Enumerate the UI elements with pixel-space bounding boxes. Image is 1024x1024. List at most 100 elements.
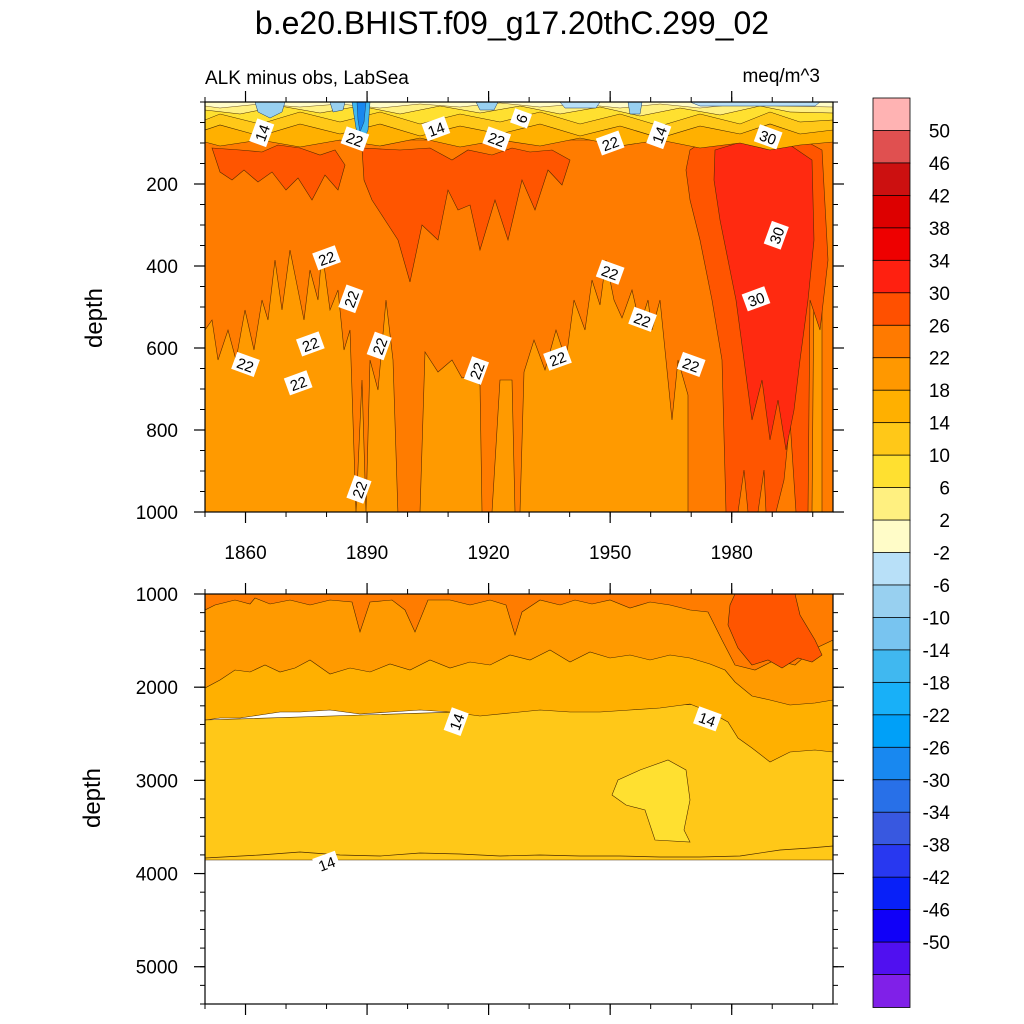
colorbar-label: -42 — [923, 868, 950, 889]
colorbar-label: 2 — [939, 511, 950, 532]
contour-label-text: 22 — [631, 310, 652, 332]
colorbar-swatch — [872, 454, 911, 489]
subtitle-units: meq/m^3 — [742, 66, 820, 87]
colorbar-swatch — [872, 974, 911, 1008]
colorbar-swatch — [872, 357, 911, 392]
colorbar-label: -34 — [923, 803, 951, 824]
x-tick-label: 1890 — [346, 543, 388, 564]
colorbar-label: 14 — [929, 414, 951, 435]
contour-label-box — [312, 245, 341, 271]
chart-title: b.e20.BHIST.f09_g17.20thC.299_02 — [255, 5, 769, 41]
contour-label-text: 14 — [696, 709, 717, 731]
contour-label-text: 22 — [341, 289, 363, 310]
colorbar-swatch — [872, 227, 911, 262]
upper-x-axis: 1860 1890 1920 1950 1980 — [204, 91, 814, 564]
upper-contour-label: 22 — [628, 306, 657, 332]
upper-contour-label: 22 — [283, 370, 313, 396]
lower-y-tick-label: 2000 — [136, 678, 178, 699]
contour-label-text: 22 — [370, 336, 392, 357]
upper-contour-label: 22 — [295, 331, 325, 357]
colorbar-swatch — [872, 519, 911, 554]
upper-contour-label: 22 — [366, 331, 392, 361]
colorbar-label: -50 — [923, 933, 950, 954]
upper-contour-label: 22 — [463, 356, 490, 385]
contour-label-box — [646, 120, 672, 150]
upper-contour-label: 30 — [741, 286, 771, 312]
contour-label-text: 22 — [344, 129, 365, 151]
upper-contour-label: 22 — [595, 130, 625, 156]
contour-label-box — [338, 284, 364, 314]
contour-label-box — [741, 286, 771, 312]
contour-label-box — [463, 356, 490, 385]
colorbar-swatch — [872, 97, 911, 132]
colorbar-swatch — [872, 844, 911, 879]
contour-label-box — [510, 108, 533, 129]
lower-x-axis — [204, 583, 814, 1015]
contour-label-box — [693, 706, 722, 732]
colorbar-swatch — [872, 649, 911, 684]
colorbar-swatch — [872, 681, 911, 716]
band-22-26-deep — [205, 594, 833, 671]
contour-label-text: 22 — [467, 360, 489, 381]
colorbar-swatch — [872, 194, 911, 229]
colorbar-swatch — [872, 584, 911, 619]
contour-label-box — [443, 707, 469, 737]
x-tick-label: 1950 — [589, 543, 631, 564]
colorbar-label: -18 — [923, 673, 950, 694]
colorbar-label: -26 — [923, 738, 950, 759]
contour-label-box — [482, 126, 512, 152]
colorbar-swatch — [872, 876, 911, 911]
upper-contour-label: 22 — [543, 345, 572, 371]
x-tick-label: 1860 — [224, 543, 266, 564]
upper-contour-label: 22 — [312, 245, 341, 271]
upper-contour-label: 22 — [676, 351, 706, 377]
x-tick-label: 1980 — [711, 543, 753, 564]
contour-label-text: 22 — [288, 373, 309, 395]
colorbar-label: 38 — [929, 219, 950, 240]
upper-y-axis: 200 400 600 800 1000 — [136, 101, 844, 524]
upper-contour-label: 22 — [231, 351, 260, 377]
lower-contour-label: 14 — [312, 850, 341, 876]
colorbar-swatch — [872, 487, 911, 521]
lower-y-tick-label: 3000 — [136, 771, 178, 792]
band-26-30-west — [211, 144, 346, 201]
contour-label-text: 14 — [447, 711, 469, 732]
colorbar-label: 50 — [929, 121, 950, 142]
contour-label-text: 22 — [316, 248, 337, 270]
upper-contour-label: 6 — [510, 108, 533, 129]
upper-y-tick-label: 400 — [146, 257, 178, 278]
contour-label-box — [763, 220, 789, 250]
lower-contour-label: 14 — [443, 707, 469, 737]
upper-contour-label: 22 — [346, 475, 372, 504]
colorbar-swatch — [872, 324, 911, 359]
upper-contour-label: 14 — [646, 120, 672, 150]
lower-contour-label: 14 — [693, 706, 722, 732]
contour-label-box — [421, 116, 451, 142]
contour-label-box — [283, 370, 313, 396]
colorbar-swatch — [872, 746, 911, 781]
contour-label-text: 14 — [649, 125, 671, 146]
upper-y-tick-label: 600 — [146, 339, 178, 360]
negative-patch-6 — [689, 102, 821, 107]
lower-contour-labels: 14 14 14 — [312, 706, 722, 876]
contour-label-box — [346, 475, 372, 504]
colorbar-label: -14 — [923, 641, 951, 662]
band-26-30-central — [361, 147, 571, 283]
contour-label-text: 14 — [252, 123, 274, 144]
upper-y-axis-title: depth — [81, 288, 108, 348]
contour-label-text: 22 — [350, 479, 372, 500]
upper-contour-label: 30 — [753, 124, 783, 150]
contour-label-text: 30 — [767, 225, 789, 246]
contour-label-text: 14 — [316, 854, 337, 876]
lower-y-tick-label: 5000 — [136, 958, 178, 979]
upper-panel: 200 400 600 800 1000 1860 1890 1920 1950 1980 14… — [81, 91, 844, 564]
colorbar-label: -30 — [923, 771, 950, 792]
colorbar-swatch — [872, 617, 911, 651]
colorbar-swatch — [872, 422, 911, 457]
colorbar-label: -22 — [923, 706, 950, 727]
contour-label-text: 22 — [300, 334, 321, 356]
colorbar-label: -38 — [923, 836, 950, 857]
contour-label-box — [595, 259, 625, 285]
